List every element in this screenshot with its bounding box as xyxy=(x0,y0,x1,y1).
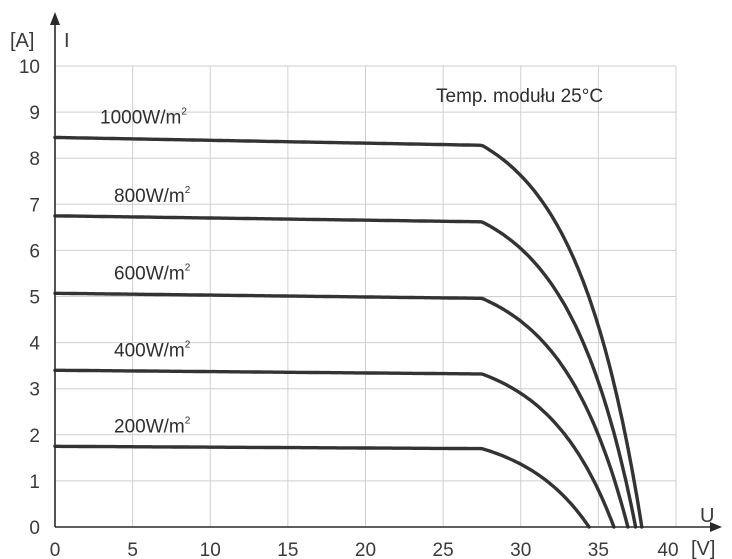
series-label-superscript: 2 xyxy=(185,415,191,426)
x-tick-label: 5 xyxy=(127,540,138,559)
y-tick-label: 4 xyxy=(29,334,40,355)
series-label-superscript: 2 xyxy=(185,262,191,273)
iv-curve xyxy=(53,368,616,529)
x-axis-label: U xyxy=(700,505,714,527)
y-tick-label: 6 xyxy=(29,241,40,262)
x-axis-unit: [V] xyxy=(691,538,715,559)
iv-curve xyxy=(53,444,591,529)
y-tick-label: 0 xyxy=(29,518,40,539)
iv-curve xyxy=(53,291,630,529)
series-label-superscript: 2 xyxy=(185,185,191,196)
y-tick-label: 9 xyxy=(29,103,40,124)
y-tick-label: 8 xyxy=(29,149,40,170)
x-tick-label: 20 xyxy=(355,540,376,559)
y-tick-label: 1 xyxy=(29,472,40,493)
x-tick-label: 35 xyxy=(588,540,609,559)
iv-curve xyxy=(53,214,638,529)
y-tick-label: 5 xyxy=(29,288,40,309)
x-axis-arrow xyxy=(710,522,722,532)
y-axis-arrow xyxy=(50,12,60,25)
x-tick-label: 25 xyxy=(433,540,454,559)
x-tick-label: 15 xyxy=(277,540,298,559)
series-label: 400W/m2 xyxy=(114,339,191,361)
series-labels: 1000W/m2 800W/m2 600W/m2 400W/m2 200W/m2 xyxy=(100,106,191,437)
iv-curve xyxy=(53,135,644,529)
series-label: 1000W/m2 xyxy=(100,106,187,128)
y-axis-unit: [A] xyxy=(10,30,34,52)
y-tick-label: 3 xyxy=(29,380,40,401)
y-tick-label: 10 xyxy=(19,57,40,78)
temperature-annotation: Temp. modułu 25°C xyxy=(436,86,603,107)
y-tick-label: 7 xyxy=(29,195,40,216)
series-label: 800W/m2 xyxy=(114,185,191,207)
curves xyxy=(53,135,644,529)
series-label-superscript: 2 xyxy=(181,106,187,117)
x-tick-label: 40 xyxy=(657,540,678,559)
x-tick-label: 0 xyxy=(50,540,61,559)
series-label-superscript: 2 xyxy=(185,339,191,350)
tick-labels: 0 1 2 3 4 5 6 7 8 9 10 0 5 10 15 20 25 30 35 40 xyxy=(19,57,679,559)
y-tick-label: 2 xyxy=(29,426,40,447)
axes xyxy=(50,12,722,532)
series-label: 600W/m2 xyxy=(114,262,191,284)
series-label: 200W/m2 xyxy=(114,415,191,437)
y-axis-label: I xyxy=(64,30,70,52)
x-tick-label: 30 xyxy=(510,540,531,559)
x-tick-label: 10 xyxy=(200,540,221,559)
